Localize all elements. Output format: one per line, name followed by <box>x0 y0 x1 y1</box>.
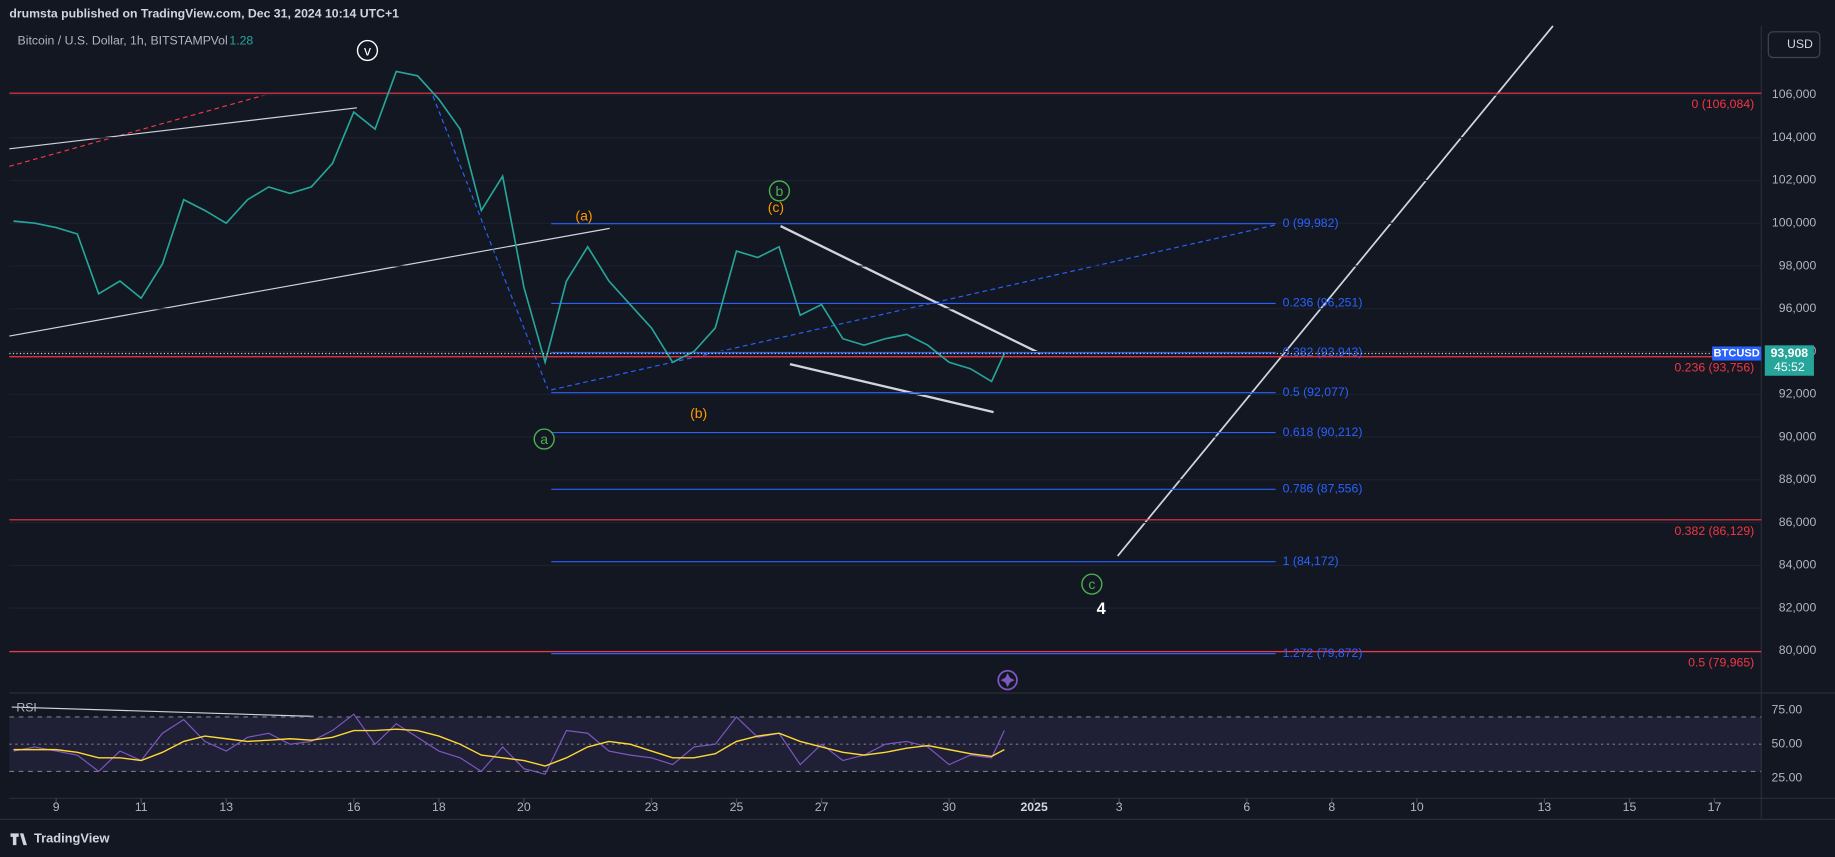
brand: TradingView <box>10 831 111 846</box>
x-tick-label: 6 <box>1243 800 1250 814</box>
x-tick-label: 15 <box>1623 800 1637 814</box>
series-line <box>13 70 1006 383</box>
x-tick-label: 8 <box>1328 800 1335 814</box>
wave-label: b <box>776 183 784 199</box>
countdown-label: 45:52 <box>1774 360 1805 374</box>
last-price-tag <box>1764 345 1814 376</box>
trend-line <box>789 362 994 414</box>
y-tick-label: 88,000 <box>1779 472 1817 486</box>
x-tick-label: 17 <box>1708 800 1722 814</box>
y-tick-label: 106,000 <box>1772 87 1817 101</box>
y-tick-label: 84,000 <box>1779 558 1817 572</box>
rsi-tick-label: 75.00 <box>1772 702 1803 716</box>
event-icon-star[interactable] <box>1000 673 1015 688</box>
fib-label: 0.382 (86,129) <box>1674 524 1754 538</box>
fib-label: 0.236 (96,251) <box>1283 296 1363 310</box>
x-tick-label: 30 <box>942 800 956 814</box>
fib-label: 0.618 (90,212) <box>1283 425 1363 439</box>
event-icon[interactable] <box>997 669 1018 691</box>
x-tick-label: 23 <box>645 800 659 814</box>
x-tick-label: 10 <box>1410 800 1424 814</box>
y-tick-label: 80,000 <box>1779 643 1817 657</box>
rsi-tick-label: 50.00 <box>1772 736 1803 750</box>
x-tick-label: 9 <box>53 800 60 814</box>
currency-label[interactable]: USD <box>1787 37 1813 51</box>
trend-line <box>11 706 314 717</box>
brand-logo <box>10 833 27 846</box>
x-tick-label: 16 <box>347 800 361 814</box>
rsi-tick-label: 25.00 <box>1772 771 1803 785</box>
x-tick-label: 20 <box>517 800 531 814</box>
fib-label: 0.236 (93,756) <box>1674 361 1754 375</box>
wave-label: 4 <box>1097 600 1107 618</box>
wave-label: v <box>364 42 371 58</box>
x-tick-label: 18 <box>432 800 446 814</box>
wave-label: (b) <box>690 405 707 421</box>
volume-label: Vol <box>211 33 228 47</box>
series-line <box>13 728 1005 767</box>
symbol-name: Bitcoin / U.S. Dollar, 1h, BITSTAMP <box>18 33 211 47</box>
x-tick-label: 3 <box>1116 800 1123 814</box>
y-tick-label: 104,000 <box>1772 130 1817 144</box>
series-line <box>13 713 1005 775</box>
trend-line <box>9 107 358 150</box>
footer-bar <box>0 819 1835 857</box>
rsi-title: RSI <box>16 700 36 714</box>
trend-line <box>1116 25 1554 557</box>
symbol-tag-label: BTCUSD <box>1714 347 1760 359</box>
x-tick-label: 27 <box>815 800 829 814</box>
y-tick-label: 92,000 <box>1779 387 1817 401</box>
y-tick-label: 98,000 <box>1779 258 1817 272</box>
fib-label: 1.272 (79,872) <box>1283 646 1363 660</box>
wave-label: c <box>1088 576 1095 592</box>
wave-circle <box>768 180 791 202</box>
fib-label: 0.5 (92,077) <box>1283 385 1349 399</box>
wave-label: (c) <box>768 199 784 215</box>
y-tick-label: 96,000 <box>1779 301 1817 315</box>
x-tick-label: 13 <box>1538 800 1552 814</box>
wave-label: (a) <box>575 207 592 223</box>
x-tick-label: 2025 <box>1020 800 1047 814</box>
fib-label: 1 (84,172) <box>1283 554 1339 568</box>
wave-circle <box>356 39 379 62</box>
wave-label: a <box>540 431 548 447</box>
fib-label: 0 (106,084) <box>1692 97 1755 111</box>
y-tick-label: 86,000 <box>1779 515 1817 529</box>
y-tick-label: 102,000 <box>1772 173 1817 187</box>
wave-circle <box>533 428 555 450</box>
fib-label: 0.382 (93,943) <box>1283 345 1363 359</box>
currency-button[interactable] <box>1767 31 1821 59</box>
fib-label: 0.5 (79,965) <box>1688 656 1754 670</box>
trend-line <box>9 93 270 167</box>
y-tick-label: 82,000 <box>1779 600 1817 614</box>
trend-line <box>780 224 1041 355</box>
trend-line <box>9 227 610 337</box>
y-tick-label: 90,000 <box>1779 429 1817 443</box>
symbol-tag <box>1712 346 1762 361</box>
fib-label: 0.786 (87,556) <box>1283 482 1363 496</box>
wave-circle <box>1081 573 1103 595</box>
volume-value: 1.28 <box>229 33 253 47</box>
x-tick-label: 25 <box>730 800 744 814</box>
x-tick-label: 13 <box>219 800 233 814</box>
x-tick-label: 11 <box>135 800 148 814</box>
y-tick-label: 100,000 <box>1772 216 1817 230</box>
trend-line <box>432 95 549 389</box>
brand-name: TradingView <box>34 831 111 846</box>
fib-label: 0 (99,982) <box>1283 216 1339 230</box>
publisher: drumsta published on TradingView.com, De… <box>9 6 399 20</box>
last-price-label: 93,908 <box>1771 346 1809 360</box>
